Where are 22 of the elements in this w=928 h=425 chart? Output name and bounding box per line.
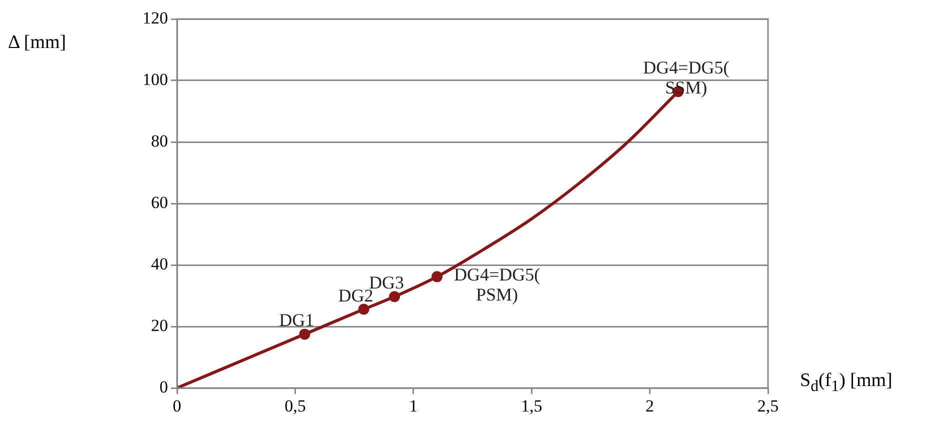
x-tick-label: 2 (646, 396, 654, 416)
annotation: DG4=DG5(PSM) (454, 264, 540, 305)
y-tick-label: 100 (142, 70, 168, 89)
y-axis-title: Δ [mm] (8, 32, 66, 54)
x-tick-label: 0,5 (284, 396, 306, 416)
y-tick-label: 0 (160, 377, 168, 396)
x-tick-label: 0 (172, 396, 182, 416)
y-tick-label: 40 (151, 254, 168, 274)
y-tick-label: 80 (151, 131, 168, 150)
point (432, 271, 443, 282)
annotation: DG4=DG5(SSM) (643, 58, 730, 98)
point (388, 291, 400, 302)
x-tick-label: 1 (409, 396, 418, 416)
x-tick-label: 1,5 (520, 396, 542, 416)
y-tick-label: 20 (151, 316, 168, 335)
point (358, 304, 370, 315)
x-tick-label: 2,5 (757, 396, 779, 416)
x-axis-title: S$_{d}$(f$_{1}$) [mm] (800, 370, 892, 396)
annotation: DG1 (279, 310, 314, 330)
point (299, 328, 310, 340)
y-tick-label: 60 (151, 192, 168, 212)
y-tick-label: 120 (142, 8, 168, 28)
